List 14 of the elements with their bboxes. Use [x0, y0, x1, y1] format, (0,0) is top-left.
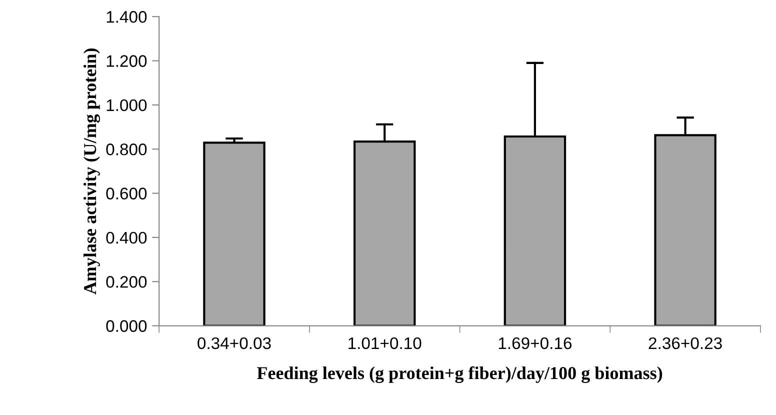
x-axis-title: Feeding levels (g protein+g fiber)/day/100 g biomass): [257, 366, 662, 384]
y-axis-title: Amylase activity (U/mg protein): [84, 48, 100, 294]
y-tick-label: 0.600: [106, 188, 147, 200]
x-tick-label: 1.69+0.16: [498, 337, 572, 350]
y-tick-label: 1.400: [106, 11, 147, 23]
y-tick-label: 0.400: [106, 232, 147, 244]
y-tick-label: 0.200: [106, 276, 147, 288]
y-tick-label: 1.000: [106, 99, 147, 112]
x-tick-label: 1.01+0.10: [348, 337, 422, 350]
x-tick-label: 2.36+0.23: [648, 337, 722, 350]
y-tick-label: 1.200: [106, 55, 147, 67]
y-tick-label: 0.000: [106, 320, 147, 332]
x-tick-label: 0.34+0.03: [198, 337, 271, 350]
y-tick-label: 0.800: [106, 144, 147, 156]
